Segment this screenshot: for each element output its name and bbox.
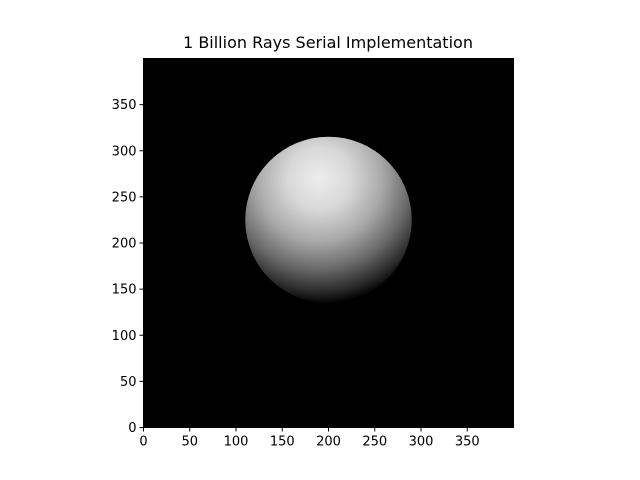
y-tick-label: 150	[112, 283, 137, 298]
x-axis: 0 50 100 150 200 250 300 350	[139, 427, 480, 450]
x-tick-label: 200	[316, 435, 341, 450]
x-tick-label: 0	[139, 435, 147, 450]
y-tick-label: 300	[112, 144, 137, 159]
y-tick-label: 250	[112, 190, 137, 205]
y-axis: 0 50 100 150 200 250 300 350	[112, 98, 144, 436]
x-tick-label: 100	[224, 435, 249, 450]
x-tick-label: 50	[181, 435, 198, 450]
y-tick-label: 50	[120, 375, 137, 390]
chart-title: 1 Billion Rays Serial Implementation	[183, 33, 473, 52]
x-tick-label: 300	[409, 435, 434, 450]
rendered-sphere	[245, 136, 412, 304]
x-tick-label: 350	[455, 435, 480, 450]
x-tick-label: 150	[270, 435, 295, 450]
y-tick-label: 200	[112, 237, 137, 252]
y-tick-label: 0	[128, 421, 136, 436]
x-tick-label: 250	[362, 435, 387, 450]
y-tick-label: 350	[112, 98, 137, 113]
y-tick-label: 100	[112, 329, 137, 344]
